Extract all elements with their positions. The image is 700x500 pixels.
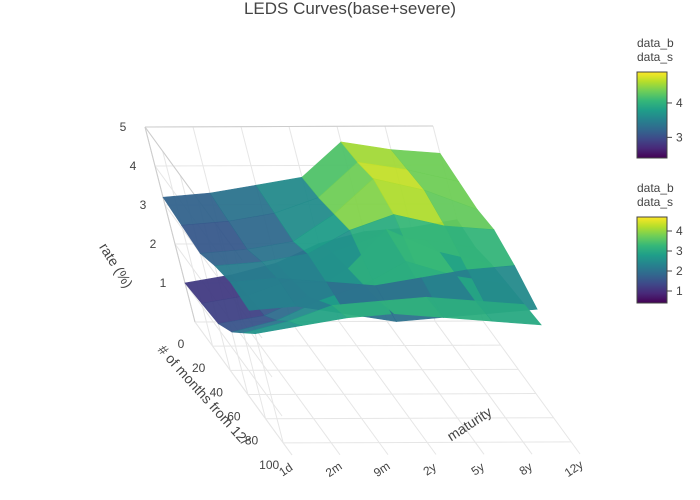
z-tick-1: 2	[150, 237, 157, 251]
left-wall-grid-x-1	[162, 151, 214, 347]
z-tick-0: 1	[160, 276, 167, 290]
box-edge-1	[144, 125, 434, 128]
floor-grid-m-5	[434, 320, 533, 455]
colorbar-1-tick-1: 2	[676, 264, 683, 278]
colorbar-0-tick-1: 4	[676, 96, 683, 110]
y-tick-2: 9m	[371, 459, 393, 480]
colorbar-0-title-line-1: data_s	[637, 50, 673, 64]
colorbar-1	[636, 216, 668, 304]
colorbar-0-tick-0: 3	[676, 130, 683, 144]
floor-grid-m-3	[338, 321, 437, 455]
floor-grid-m-6	[482, 320, 581, 455]
z-tick-2: 3	[140, 198, 147, 212]
box-edge-2	[144, 126, 196, 323]
surface-layer	[162, 141, 542, 335]
x-tick-1: 20	[192, 361, 206, 375]
colorbar-1-tick-3: 4	[676, 224, 683, 238]
y-tick-0: 1d	[276, 460, 295, 479]
left-wall-grid-z-0	[194, 321, 293, 456]
y-tick-4: 5y	[469, 460, 487, 479]
x-tick-4: 80	[245, 434, 259, 448]
y-tick-1: 2m	[323, 459, 345, 480]
floor-grid-m-1	[242, 321, 341, 456]
colorbar-1-title-line-0: data_b	[637, 181, 674, 195]
colorbar-0	[636, 71, 668, 159]
x-tick-3: 60	[227, 410, 241, 424]
y-tick-3: 2y	[421, 460, 439, 479]
colorbar-0-title-line-0: data_b	[637, 36, 674, 50]
colorbar-1-tick-2: 3	[676, 244, 683, 258]
y-tick-5: 8y	[517, 459, 535, 478]
z-tick-3: 4	[130, 159, 137, 173]
colorbar-1-tick-0: 1	[676, 284, 683, 298]
chart-title: LEDS Curves(base+severe)	[244, 0, 456, 18]
z-tick-4: 5	[120, 120, 127, 134]
floor-grid-m-4	[386, 321, 485, 455]
x-tick-2: 40	[210, 385, 224, 399]
surface-severe-cell-4-5	[474, 300, 542, 326]
colorbar-1-title-line-1: data_s	[637, 195, 673, 209]
z-axis-title: rate (%)	[96, 240, 136, 291]
left-wall-grid-z-1	[184, 282, 283, 417]
x-tick-5: 100	[259, 458, 279, 472]
y-tick-6: 12y	[562, 457, 586, 479]
x-tick-0: 0	[178, 337, 185, 351]
floor-grid-m-2	[290, 321, 389, 455]
